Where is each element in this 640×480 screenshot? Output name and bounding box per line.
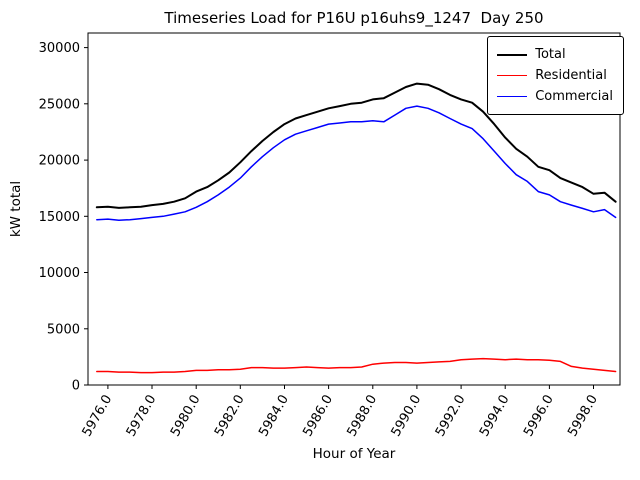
svg-text:5996.0: 5996.0 bbox=[521, 393, 557, 440]
svg-text:30000: 30000 bbox=[39, 41, 80, 56]
legend-line-swatch bbox=[497, 53, 528, 56]
svg-text:5986.0: 5986.0 bbox=[300, 393, 336, 440]
svg-text:10000: 10000 bbox=[39, 266, 80, 281]
svg-text:5976.0: 5976.0 bbox=[80, 393, 116, 440]
svg-text:5984.0: 5984.0 bbox=[256, 393, 292, 440]
svg-text:5978.0: 5978.0 bbox=[124, 393, 160, 440]
legend-line-swatch bbox=[497, 95, 528, 98]
svg-text:20000: 20000 bbox=[39, 154, 80, 169]
legend-label: Residential bbox=[535, 68, 607, 83]
chart-title: Timeseries Load for P16U p16uhs9_1247 Da… bbox=[164, 9, 544, 27]
svg-text:5994.0: 5994.0 bbox=[477, 393, 513, 440]
legend: Total Residential Commercial bbox=[487, 36, 624, 115]
svg-text:15000: 15000 bbox=[39, 210, 80, 225]
svg-text:5980.0: 5980.0 bbox=[168, 393, 204, 440]
svg-text:5990.0: 5990.0 bbox=[389, 393, 425, 440]
svg-text:5982.0: 5982.0 bbox=[212, 393, 248, 440]
legend-label: Total bbox=[535, 47, 566, 62]
svg-text:5998.0: 5998.0 bbox=[565, 393, 601, 440]
legend-item: Total bbox=[497, 44, 613, 65]
legend-label: Commercial bbox=[535, 89, 613, 104]
svg-text:0: 0 bbox=[72, 379, 80, 394]
svg-text:5992.0: 5992.0 bbox=[433, 393, 469, 440]
svg-text:25000: 25000 bbox=[39, 97, 80, 112]
x-axis-label: Hour of Year bbox=[312, 446, 396, 462]
legend-item: Residential bbox=[497, 65, 613, 86]
legend-line-swatch bbox=[497, 74, 528, 77]
svg-text:5000: 5000 bbox=[47, 322, 80, 337]
legend-item: Commercial bbox=[497, 86, 613, 107]
svg-text:5988.0: 5988.0 bbox=[345, 393, 381, 440]
